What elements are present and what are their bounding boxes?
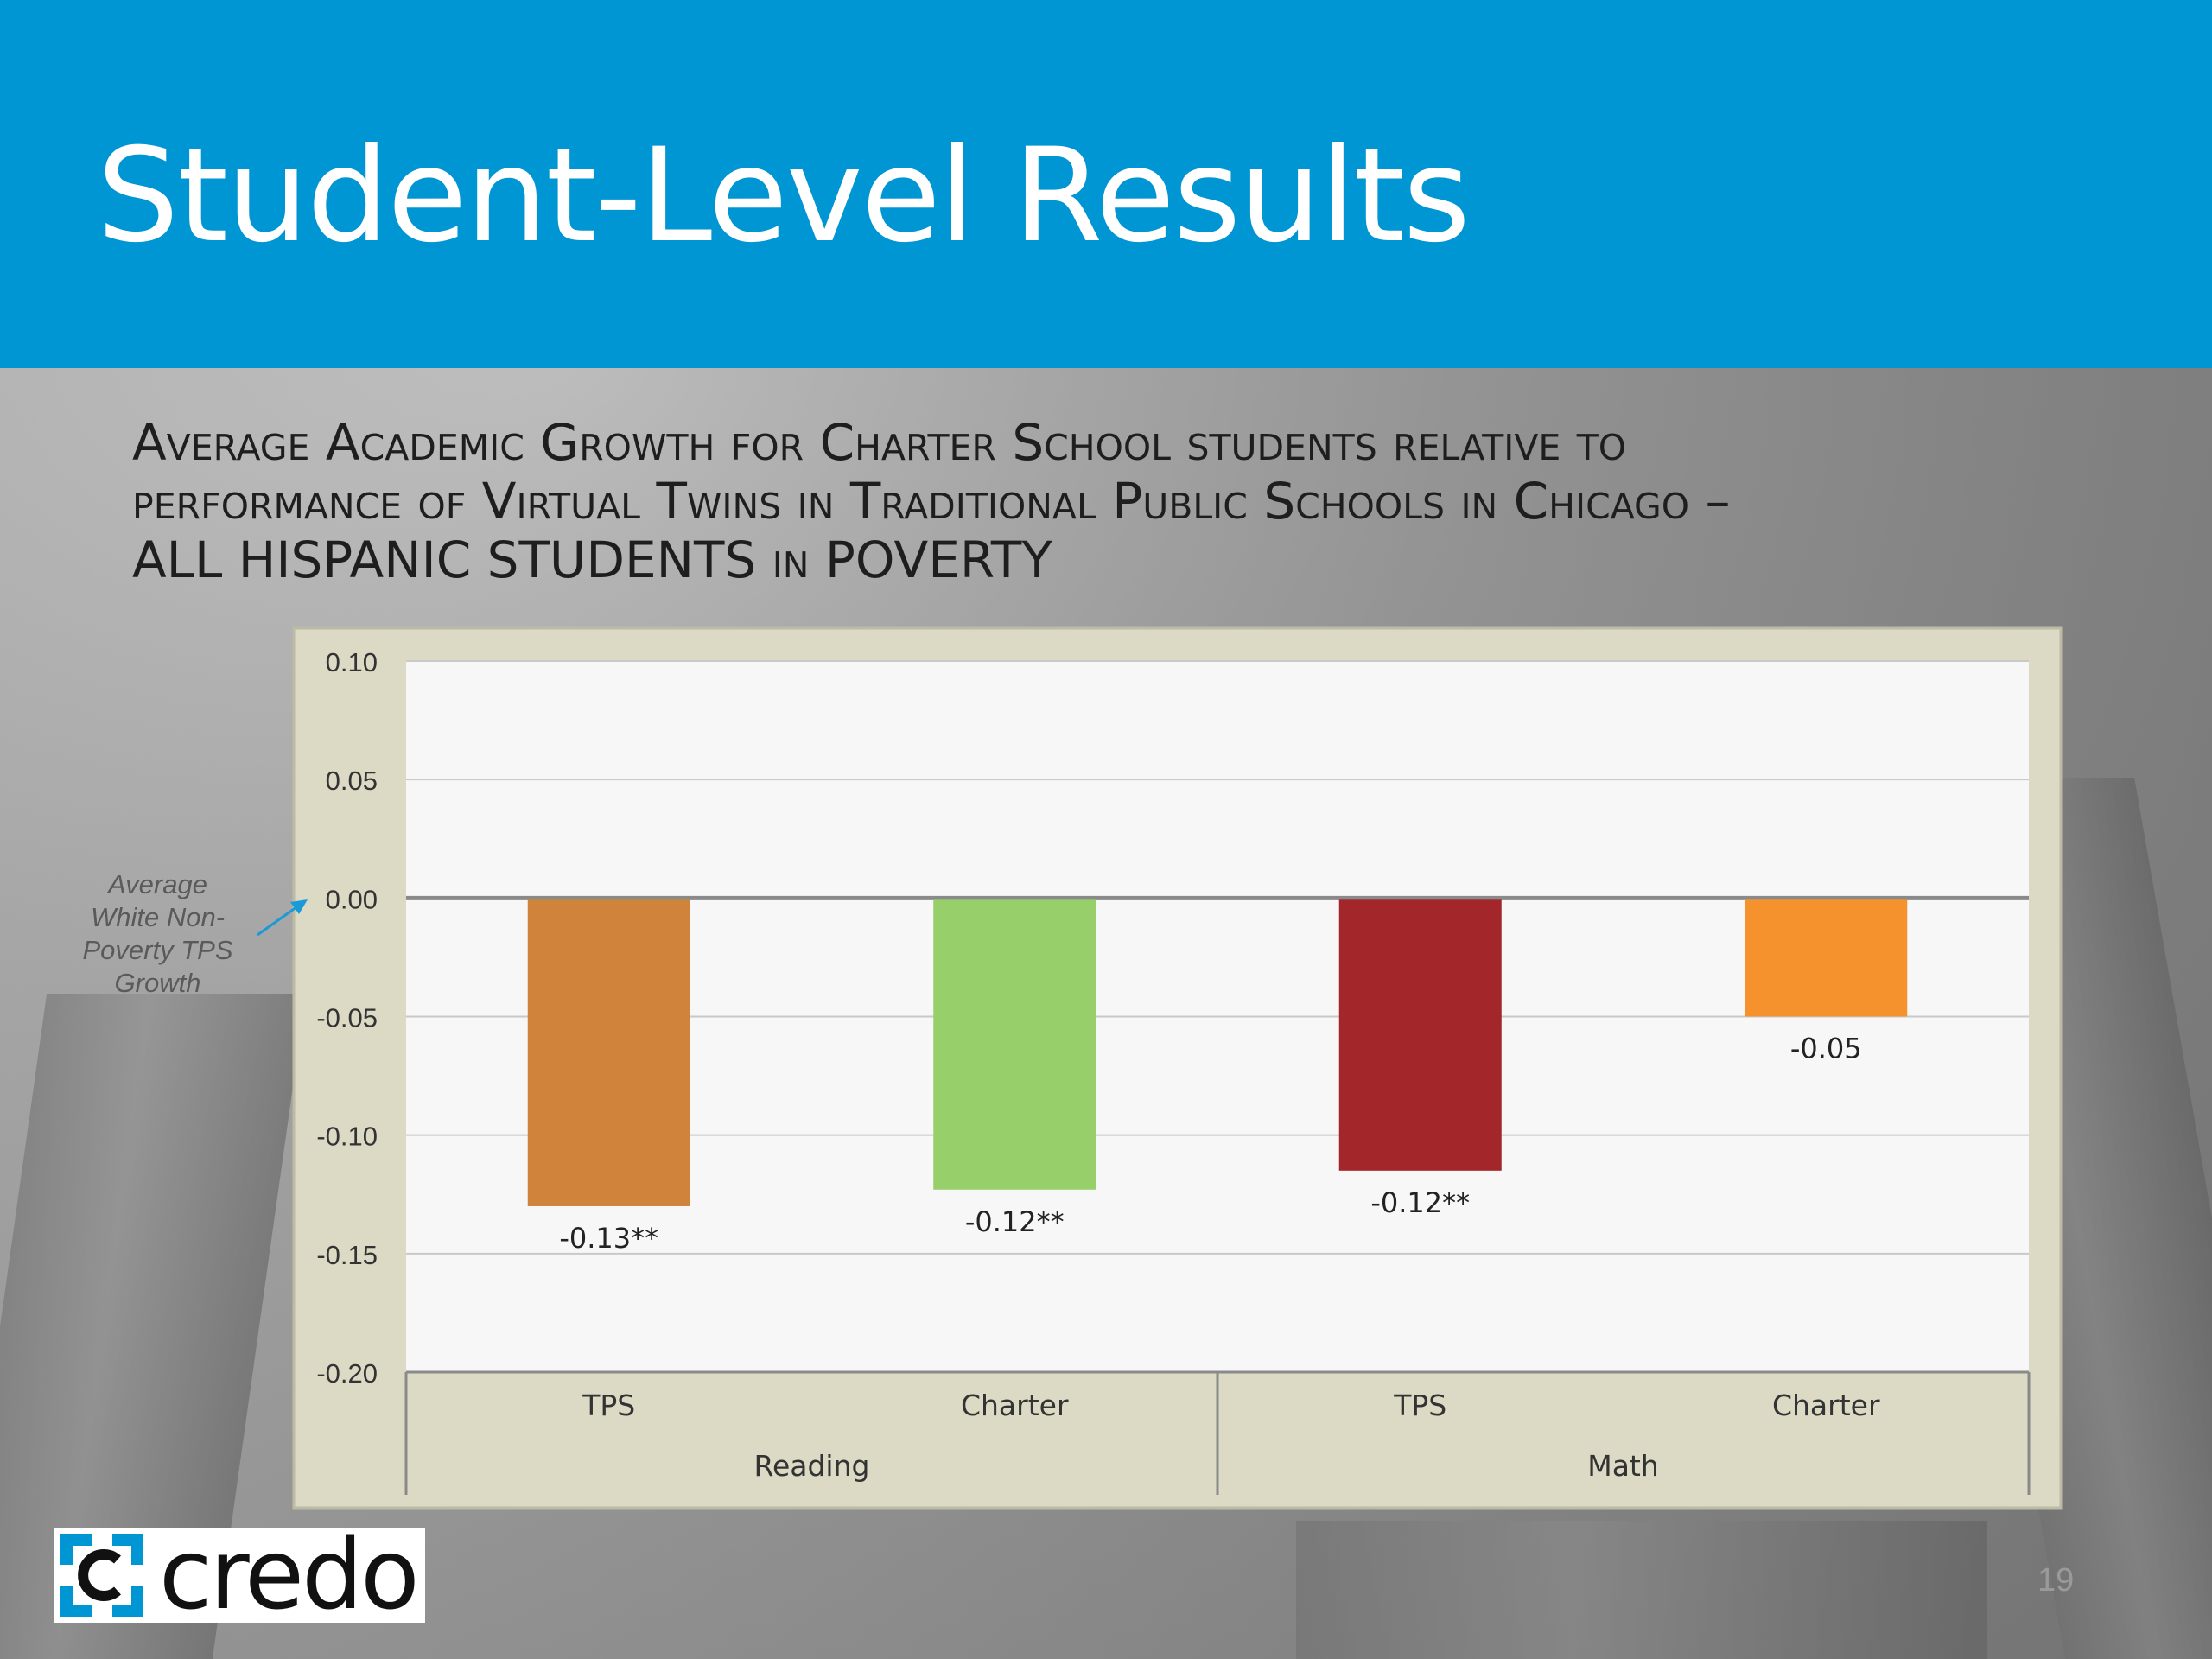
data-label: -0.05: [1790, 1033, 1862, 1065]
credo-bracket-icon: [57, 1530, 147, 1620]
y-tick-label: -0.10: [316, 1122, 378, 1152]
bar: [1745, 899, 1908, 1017]
annotation-arrowhead: [290, 899, 308, 914]
background-building: [1296, 1521, 1987, 1659]
y-tick-label: -0.15: [316, 1240, 378, 1270]
data-label: -0.13**: [559, 1222, 658, 1255]
x-group-label: Math: [1587, 1449, 1659, 1483]
y-tick-label: 0.00: [326, 884, 378, 914]
baseline-annotation: Average White Non- Poverty TPS Growth: [60, 868, 255, 1000]
page-number: 19: [2037, 1562, 2075, 1599]
y-tick-label: -0.20: [316, 1358, 378, 1389]
y-tick-label: 0.10: [326, 647, 378, 677]
credo-wordmark: credo: [159, 1519, 420, 1631]
data-label: -0.12**: [1370, 1186, 1470, 1219]
data-label: -0.12**: [965, 1205, 1065, 1238]
x-tick-label: TPS: [1393, 1389, 1446, 1422]
chart-title-line: ALL HISPANIC STUDENTS in POVERTY: [132, 531, 1052, 589]
annotation-line: Average: [108, 869, 207, 899]
y-tick-label: -0.05: [316, 1003, 378, 1033]
x-group-label: Reading: [754, 1449, 870, 1483]
x-tick-label: Charter: [961, 1389, 1069, 1422]
annotation-line: White Non-: [90, 902, 226, 932]
x-tick-label: Charter: [1772, 1389, 1880, 1422]
chart-title-line: Average Academic Growth for Charter Scho…: [132, 413, 1627, 472]
y-tick-label: 0.05: [326, 766, 378, 796]
annotation-line: Poverty TPS: [82, 935, 233, 965]
bar: [1338, 899, 1502, 1171]
bar: [933, 899, 1096, 1190]
bar: [527, 899, 690, 1206]
annotation-line: Growth: [114, 968, 201, 998]
page-title: Student-Level Results: [97, 121, 1471, 271]
chart-title-line: performance of Virtual Twins in Traditio…: [132, 472, 1731, 531]
chart-title: Average Academic Growth for Charter Scho…: [132, 413, 2120, 589]
x-tick-label: TPS: [582, 1389, 635, 1422]
title-banner: Student-Level Results: [0, 0, 2212, 368]
credo-logo: credo: [54, 1519, 425, 1631]
